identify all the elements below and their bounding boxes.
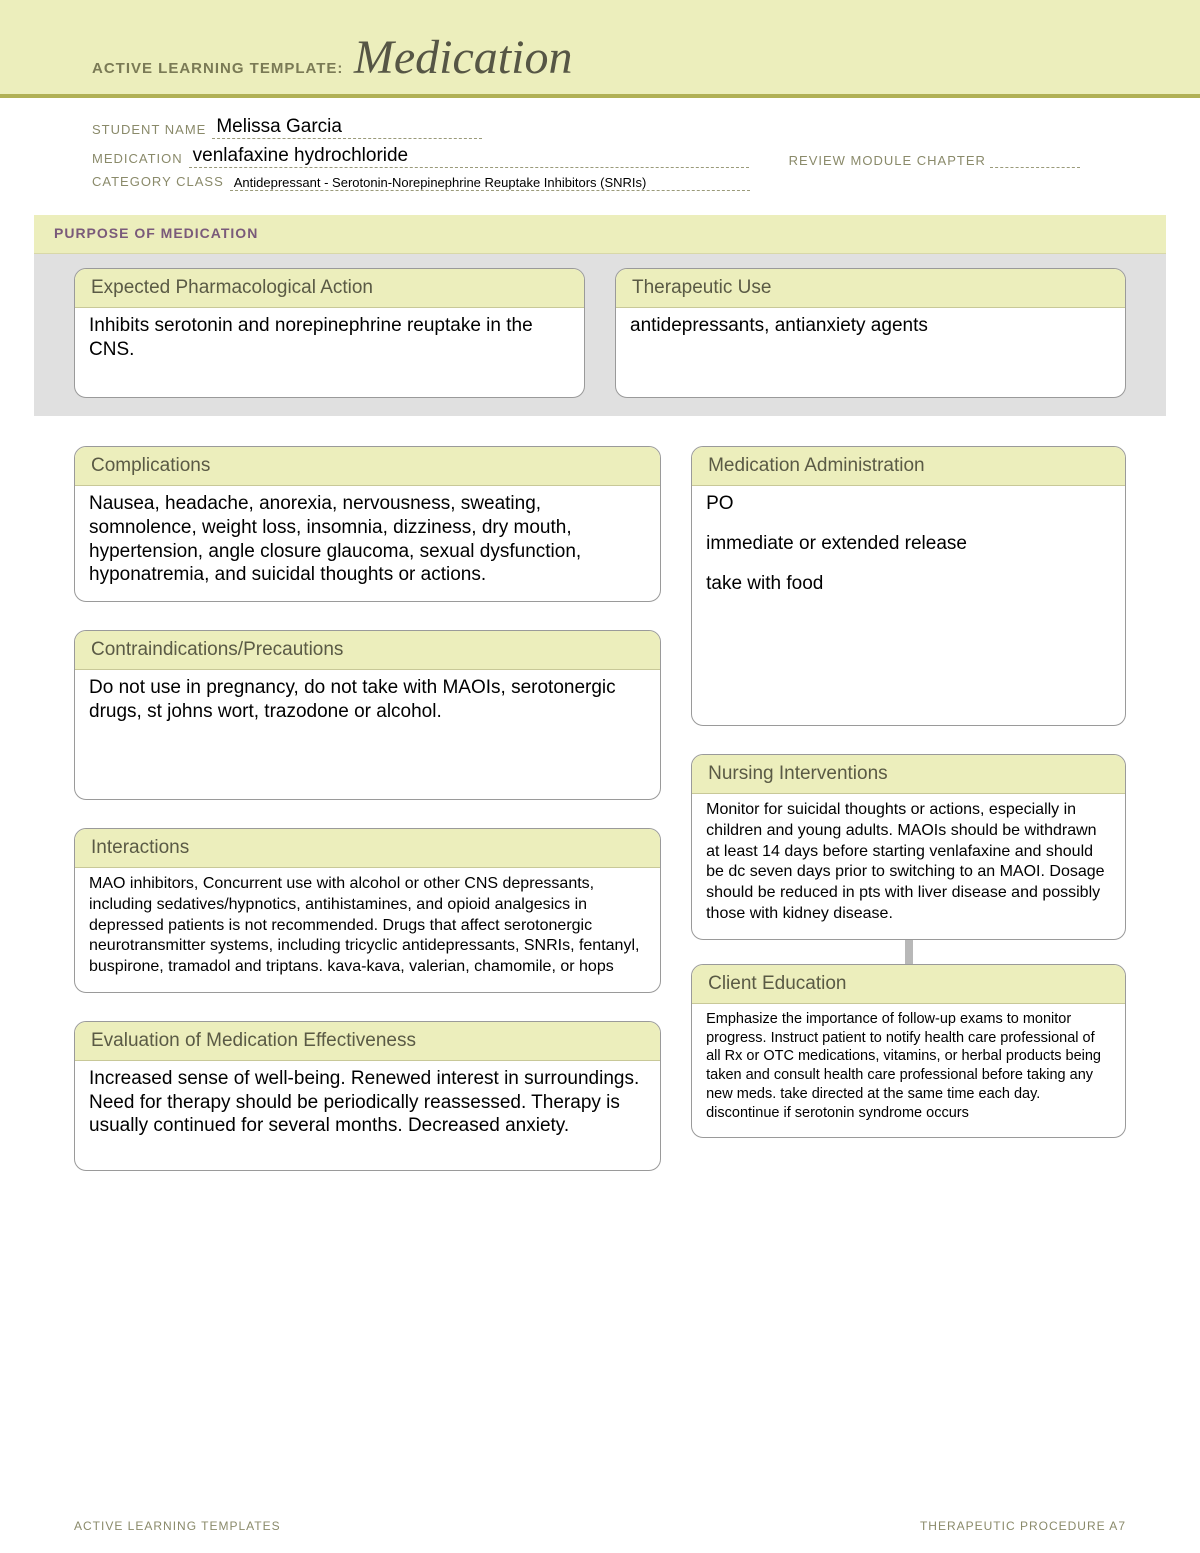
client-ed-title: Client Education xyxy=(692,965,1125,1004)
therapeutic-use-card: Therapeutic Use antidepressants, antianx… xyxy=(615,268,1126,398)
med-admin-body: PO immediate or extended release take wi… xyxy=(692,486,1125,725)
header-title: Medication xyxy=(354,30,573,85)
client-ed-body: Emphasize the importance of follow-up ex… xyxy=(692,1004,1125,1137)
med-admin-line1: PO xyxy=(706,492,1111,516)
therapeutic-use-body: antidepressants, antianxiety agents xyxy=(616,308,1125,397)
client-ed-card: Client Education Emphasize the importanc… xyxy=(691,964,1126,1138)
right-column: Medication Administration PO immediate o… xyxy=(691,446,1126,1171)
complications-title: Complications xyxy=(75,447,660,486)
pharm-action-card: Expected Pharmacological Action Inhibits… xyxy=(74,268,585,398)
purpose-title-band: PURPOSE OF MEDICATION xyxy=(34,215,1166,254)
evaluation-title: Evaluation of Medication Effectiveness xyxy=(75,1022,660,1061)
complications-body: Nausea, headache, anorexia, nervousness,… xyxy=(75,486,660,601)
med-admin-line2: immediate or extended release xyxy=(706,532,1111,556)
medication-row: MEDICATION venlafaxine hydrochloride REV… xyxy=(92,145,1108,168)
purpose-title: PURPOSE OF MEDICATION xyxy=(54,225,258,241)
nursing-body: Monitor for suicidal thoughts or actions… xyxy=(692,794,1125,939)
contraindications-body: Do not use in pregnancy, do not take wit… xyxy=(75,670,660,799)
left-column: Complications Nausea, headache, anorexia… xyxy=(74,446,661,1171)
header-band: ACTIVE LEARNING TEMPLATE: Medication xyxy=(0,0,1200,98)
interactions-card: Interactions MAO inhibitors, Concurrent … xyxy=(74,828,661,993)
student-name-label: STUDENT NAME xyxy=(92,122,206,139)
med-admin-title: Medication Administration xyxy=(692,447,1125,486)
medication-value: venlafaxine hydrochloride xyxy=(189,145,749,168)
contraindications-card: Contraindications/Precautions Do not use… xyxy=(74,630,661,800)
interactions-body: MAO inhibitors, Concurrent use with alco… xyxy=(75,868,660,992)
footer-left: ACTIVE LEARNING TEMPLATES xyxy=(74,1519,281,1533)
purpose-section: PURPOSE OF MEDICATION Expected Pharmacol… xyxy=(34,215,1166,416)
category-label: CATEGORY CLASS xyxy=(92,174,224,191)
med-admin-card: Medication Administration PO immediate o… xyxy=(691,446,1126,726)
info-block: STUDENT NAME Melissa Garcia MEDICATION v… xyxy=(0,98,1200,207)
spacer xyxy=(691,726,1126,754)
complications-card: Complications Nausea, headache, anorexia… xyxy=(74,446,661,602)
category-value: Antidepressant - Serotonin-Norepinephrin… xyxy=(230,175,750,191)
pharm-action-body: Inhibits serotonin and norepinephrine re… xyxy=(75,308,584,397)
connector xyxy=(905,940,913,964)
evaluation-card: Evaluation of Medication Effectiveness I… xyxy=(74,1021,661,1171)
therapeutic-use-title: Therapeutic Use xyxy=(616,269,1125,308)
footer-right: THERAPEUTIC PROCEDURE A7 xyxy=(920,1519,1126,1533)
med-admin-line3: take with food xyxy=(706,572,1111,596)
main-grid: Complications Nausea, headache, anorexia… xyxy=(0,416,1200,1171)
page: ACTIVE LEARNING TEMPLATE: Medication STU… xyxy=(0,0,1200,1553)
interactions-title: Interactions xyxy=(75,829,660,868)
student-name-value: Melissa Garcia xyxy=(212,116,482,139)
medication-label: MEDICATION xyxy=(92,151,183,168)
evaluation-body: Increased sense of well-being. Renewed i… xyxy=(75,1061,660,1170)
purpose-boxes: Expected Pharmacological Action Inhibits… xyxy=(34,254,1166,398)
student-name-row: STUDENT NAME Melissa Garcia xyxy=(92,116,1108,139)
review-label: REVIEW MODULE CHAPTER xyxy=(789,153,986,168)
review-line xyxy=(990,167,1080,168)
nursing-title: Nursing Interventions xyxy=(692,755,1125,794)
footer: ACTIVE LEARNING TEMPLATES THERAPEUTIC PR… xyxy=(0,1519,1200,1533)
category-row: CATEGORY CLASS Antidepressant - Serotoni… xyxy=(92,174,1108,191)
contraindications-title: Contraindications/Precautions xyxy=(75,631,660,670)
header-prefix: ACTIVE LEARNING TEMPLATE: xyxy=(92,60,343,77)
pharm-action-title: Expected Pharmacological Action xyxy=(75,269,584,308)
nursing-card: Nursing Interventions Monitor for suicid… xyxy=(691,754,1126,940)
